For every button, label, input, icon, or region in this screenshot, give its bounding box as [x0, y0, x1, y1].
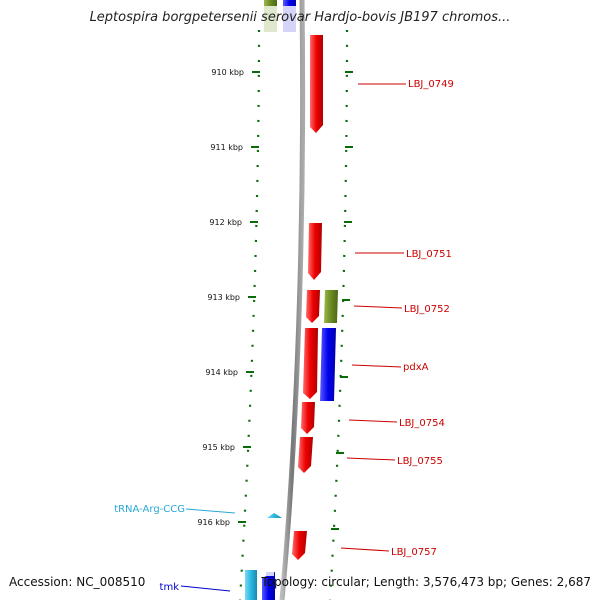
- accession-text: Accession: NC_008510: [9, 575, 146, 589]
- gene-tRNA-Arg-CCG[interactable]: [267, 513, 282, 518]
- gene-tmk[interactable]: [245, 570, 257, 600]
- label-LBJ_0754[interactable]: LBJ_0754: [399, 418, 445, 429]
- gene-bottom-blue-shadow: [266, 572, 274, 576]
- sequence-summary: Topology: circular; Length: 3,576,473 bp…: [261, 575, 591, 589]
- leader-tmk: [180, 585, 231, 592]
- leader-LBJ_0752: [353, 305, 403, 309]
- tick-label-912: 912 kbp: [209, 218, 242, 227]
- gene-LBJ_0751[interactable]: [308, 223, 322, 280]
- gene-LBJ_0757[interactable]: [292, 531, 307, 560]
- tick-label-910: 910 kbp: [211, 68, 244, 77]
- tick-label-911: 911 kbp: [210, 143, 243, 152]
- left-ruler-dots: [238, 29, 261, 601]
- gene-bottom-blue[interactable]: [262, 572, 275, 600]
- map-title: Leptospira borgpetersenii serovar Hardjo…: [89, 10, 511, 25]
- tick-label-913: 913 kbp: [207, 293, 240, 302]
- leader-tRNA: [185, 508, 236, 514]
- gene-LBJ_0755[interactable]: [298, 437, 313, 473]
- leader-LBJ_0757: [340, 547, 390, 552]
- gene-top-olive-shadow: [264, 6, 277, 32]
- gene-LBJ_0752-olive[interactable]: [324, 290, 338, 323]
- gene-LBJ_0752[interactable]: [306, 290, 320, 323]
- label-LBJ_0757[interactable]: LBJ_0757: [391, 547, 437, 558]
- tick-marks: [238, 71, 353, 530]
- gene-LBJ_0754[interactable]: [301, 402, 315, 434]
- leader-LBJ_0755: [346, 457, 396, 461]
- tick-label-915: 915 kbp: [202, 443, 235, 452]
- label-LBJ_0751[interactable]: LBJ_0751: [406, 249, 452, 260]
- label-LBJ_0755[interactable]: LBJ_0755: [397, 456, 443, 467]
- tick-label-914: 914 kbp: [205, 368, 238, 377]
- label-LBJ_0749[interactable]: LBJ_0749: [408, 79, 454, 90]
- chromosome-backbone: [279, 0, 306, 601]
- leader-pdxA: [351, 364, 402, 368]
- leader-LBJ_0754: [348, 419, 398, 423]
- gene-LBJ_0749[interactable]: [310, 35, 323, 133]
- label-tRNA-Arg-CCG[interactable]: tRNA-Arg-CCG: [114, 504, 185, 515]
- label-tmk[interactable]: tmk: [160, 582, 180, 593]
- gene-top-blue[interactable]: [283, 0, 296, 6]
- label-pdxA[interactable]: pdxA: [403, 362, 429, 373]
- gene-pdxA[interactable]: [320, 328, 336, 401]
- gene-pdxA-red[interactable]: [303, 328, 318, 399]
- gene-top-olive[interactable]: [264, 0, 277, 6]
- label-LBJ_0752[interactable]: LBJ_0752: [404, 304, 450, 315]
- tick-label-916: 916 kbp: [197, 518, 230, 527]
- gene-top-blue-shadow: [283, 6, 296, 32]
